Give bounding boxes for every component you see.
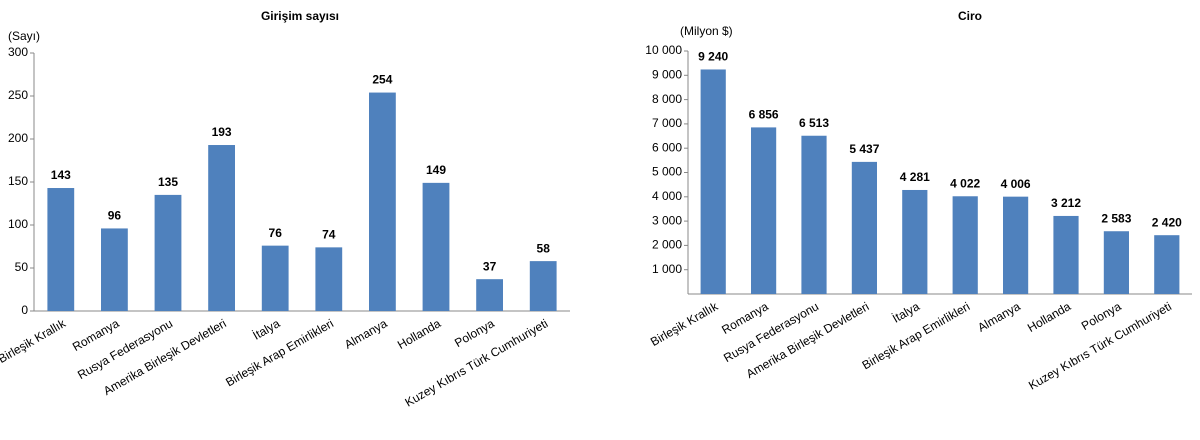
y-tick-label: 4 000: [652, 189, 682, 203]
y-tick-label: 250: [8, 88, 28, 102]
bar: [261, 245, 289, 311]
value-label: 135: [158, 175, 178, 189]
bar: [700, 69, 726, 294]
bar: [529, 261, 557, 311]
x-tick-label: Hollanda: [395, 316, 443, 352]
bar: [751, 127, 777, 294]
bar: [851, 161, 877, 294]
bar: [476, 279, 503, 311]
bar: [315, 247, 343, 311]
x-tick-label: Almanya: [975, 299, 1023, 335]
x-tick-label: Polonya: [452, 316, 497, 350]
y-tick-label: 6 000: [652, 140, 682, 154]
value-label: 76: [269, 226, 283, 240]
bar: [1003, 196, 1029, 294]
y-tick-label: 150: [8, 174, 28, 188]
value-label: 37: [483, 259, 497, 273]
bar: [952, 196, 978, 294]
bar: [422, 182, 450, 311]
value-label: 254: [372, 73, 392, 87]
bar: [801, 135, 827, 294]
value-label: 4 022: [950, 176, 980, 190]
bar: [101, 228, 128, 311]
x-tick-label: İtalya: [250, 316, 282, 343]
value-label: 3 212: [1051, 196, 1081, 210]
bar: [1154, 235, 1180, 294]
x-tick-label: İtalya: [890, 299, 922, 326]
chart-title: Ciro: [958, 9, 982, 23]
x-tick-label: Birleşik Krallık: [648, 299, 721, 349]
value-label: 4 281: [900, 170, 930, 184]
bar: [902, 189, 928, 294]
x-tick-label: Hollanda: [1025, 299, 1073, 335]
y-tick-label: 7 000: [652, 116, 682, 130]
y-tick-label: 10 000: [645, 43, 682, 57]
y-tick-label: 100: [8, 217, 28, 231]
y-tick-label: 200: [8, 131, 28, 145]
value-label: 193: [212, 125, 232, 139]
value-label: 6 856: [749, 108, 779, 122]
chart-title: Girişim sayısı: [261, 9, 339, 23]
value-label: 149: [426, 163, 446, 177]
value-label: 9 240: [698, 50, 728, 64]
value-label: 74: [322, 228, 336, 242]
y-tick-label: 2 000: [652, 238, 682, 252]
bar: [47, 188, 75, 311]
value-label: 4 006: [1001, 177, 1031, 191]
bar: [1103, 231, 1129, 294]
y-tick-label: 50: [15, 260, 29, 274]
y-tick-label: 8 000: [652, 92, 682, 106]
y-tick-label: 1 000: [652, 262, 682, 276]
y-tick-label: 5 000: [652, 165, 682, 179]
y-tick-label: 9 000: [652, 67, 682, 81]
y-axis-label: (Milyon $): [680, 24, 733, 38]
y-tick-label: 3 000: [652, 213, 682, 227]
y-axis-label: (Sayı): [8, 29, 40, 43]
x-tick-label: Birleşik Krallık: [0, 316, 69, 366]
value-label: 58: [537, 241, 551, 255]
value-label: 96: [108, 209, 122, 223]
value-label: 5 437: [849, 142, 879, 156]
bar: [369, 92, 396, 311]
y-tick-label: 300: [8, 45, 28, 59]
y-tick-label: 0: [21, 303, 28, 317]
bar: [154, 194, 182, 311]
value-label: 6 513: [799, 116, 829, 130]
bar: [208, 145, 235, 311]
value-label: 143: [51, 168, 71, 182]
value-label: 2 583: [1101, 211, 1131, 225]
x-tick-label: Almanya: [342, 316, 390, 352]
value-label: 2 420: [1152, 215, 1182, 229]
bar: [1053, 215, 1079, 294]
